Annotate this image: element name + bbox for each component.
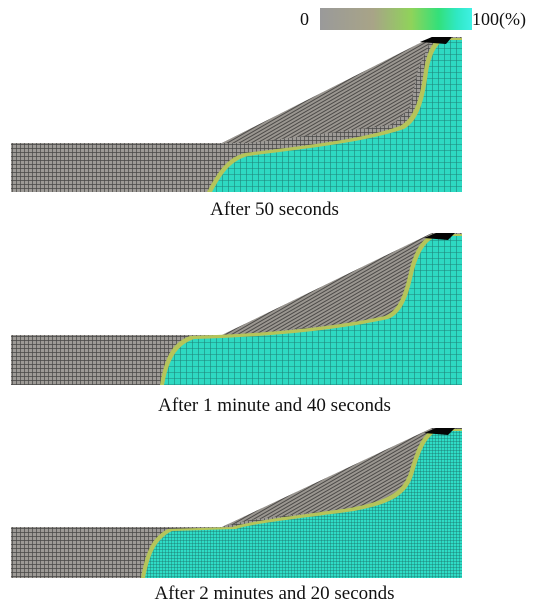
panel-3-caption: After 2 minutes and 20 seconds xyxy=(154,583,395,604)
panel-3 xyxy=(11,428,462,578)
colorbar-min-label: 0 xyxy=(300,9,309,29)
panel-3-crest xyxy=(424,428,455,435)
colorbar xyxy=(320,8,472,30)
panel-2-caption: After 1 minute and 40 seconds xyxy=(158,395,391,416)
panel-2-crest xyxy=(424,233,455,240)
panel-1-crest xyxy=(420,37,452,44)
panel-1-wet-region xyxy=(212,40,462,192)
panel-2-wet-region xyxy=(164,236,462,385)
panel-1-dry-slope xyxy=(222,37,432,143)
panel-1-caption: After 50 seconds xyxy=(210,199,339,220)
panel-1 xyxy=(11,37,462,192)
panel-2 xyxy=(11,233,462,385)
panel-3-wet-region xyxy=(145,431,462,578)
colorbar-max-label: 100(%) xyxy=(472,9,526,29)
panel-2-dry-slope xyxy=(222,233,432,335)
